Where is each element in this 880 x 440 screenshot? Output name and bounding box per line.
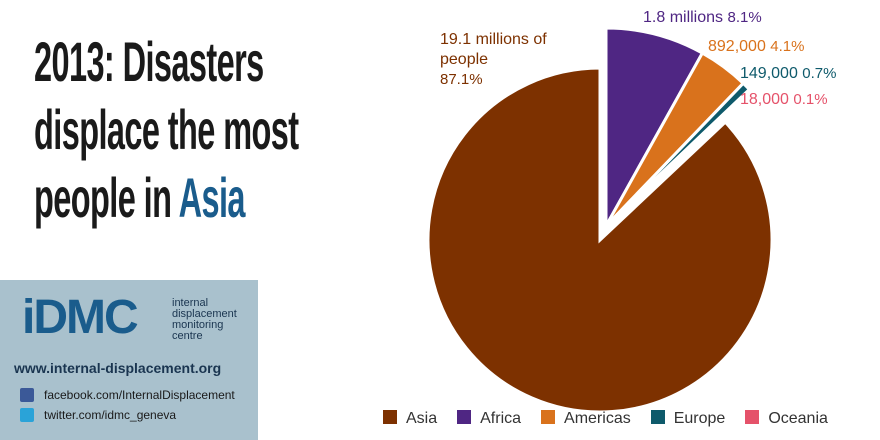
- pie-slice: [604, 26, 705, 232]
- legend: Asia Africa Americas Europe Oceania: [383, 410, 848, 428]
- pie-slice: [604, 87, 753, 228]
- legend-swatch: [650, 410, 665, 424]
- value-label: 87.1%: [440, 71, 483, 88]
- amount-label: 149,000: [740, 65, 798, 82]
- legend-item: Africa: [457, 410, 521, 428]
- slice-label: 18,000 0.1%: [740, 90, 828, 110]
- value-label: 4.1%: [770, 38, 805, 55]
- twitter-link[interactable]: twitter.com/idmc_geneva: [44, 408, 177, 422]
- legend-swatch: [457, 410, 472, 424]
- logo-caption: internal displacement monitoring centre: [172, 297, 237, 342]
- legend-item: Americas: [541, 410, 631, 428]
- slice-label: 19.1 millions of people 87.1%: [440, 30, 555, 90]
- twitter-icon: [20, 408, 34, 422]
- legend-item: Europe: [650, 410, 726, 428]
- value-label: 8.1%: [727, 9, 762, 26]
- amount-label: 19.1 millions of people: [440, 31, 547, 68]
- legend-item: Oceania: [745, 410, 828, 428]
- legend-label: Americas: [564, 410, 631, 427]
- legend-swatch: [541, 410, 556, 424]
- branding-panel: iDMC internal displacement monitoring ce…: [0, 280, 258, 440]
- legend-label: Africa: [480, 410, 522, 427]
- value-label: 0.1%: [793, 91, 828, 108]
- value-label: 0.7%: [802, 65, 837, 82]
- legend-label: Europe: [673, 410, 726, 427]
- legend-swatch: [745, 410, 760, 424]
- facebook-link[interactable]: facebook.com/InternalDisplacement: [44, 388, 235, 402]
- slice-label: 149,000 0.7%: [740, 64, 837, 84]
- legend-item: Asia: [383, 410, 437, 428]
- amount-label: 1.8 millions: [643, 9, 724, 26]
- amount-label: 18,000: [740, 91, 789, 108]
- legend-label: Oceania: [768, 410, 828, 427]
- title-text: 2013: Disasters displace the most people…: [34, 30, 299, 229]
- amount-label: 892,000: [708, 38, 766, 55]
- website[interactable]: www.internal-displacement.org: [14, 360, 222, 376]
- legend-swatch: [383, 410, 397, 424]
- slice-label: 892,000 4.1%: [708, 37, 805, 57]
- legend-label: Asia: [406, 410, 438, 427]
- pie-slice: [426, 66, 774, 414]
- slice-label: 1.8 millions 8.1%: [643, 8, 762, 28]
- logo: iDMC: [22, 291, 139, 344]
- title-highlight: Asia: [178, 166, 246, 229]
- facebook-icon: [20, 388, 34, 402]
- chart-title: 2013: Disasters displace the most people…: [34, 28, 359, 232]
